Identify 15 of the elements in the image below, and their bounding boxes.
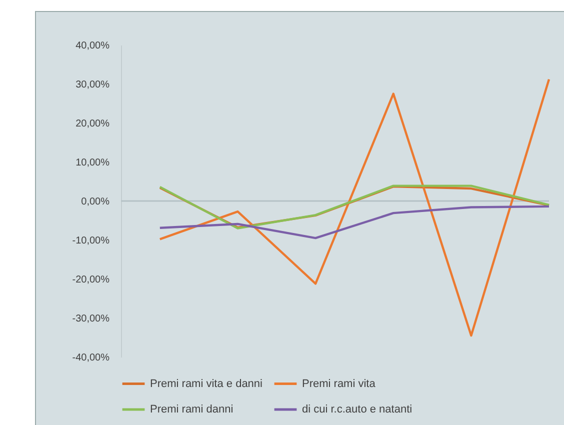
- y-tick-label: 40,00%: [76, 40, 110, 52]
- y-tick-label: -30,00%: [72, 314, 110, 324]
- legend-label: di cui r.c.auto e natanti: [302, 404, 412, 416]
- y-tick-label: 0,00%: [81, 196, 110, 208]
- legend-label: Premi rami vita: [302, 378, 376, 390]
- line-series: [158, 205, 550, 240]
- legend-label: Premi rami vita e danni: [150, 378, 262, 390]
- y-tick-label: -20,00%: [72, 274, 110, 286]
- y-tick-label: 10,00%: [76, 158, 110, 168]
- y-tick-label: 30,00%: [76, 80, 110, 90]
- line-series: [158, 78, 550, 337]
- y-tick-label: -10,00%: [72, 236, 110, 246]
- legend-label: Premi rami danni: [150, 404, 234, 416]
- y-tick-label: -40,00%: [72, 352, 110, 364]
- y-tick-label: 20,00%: [76, 118, 110, 130]
